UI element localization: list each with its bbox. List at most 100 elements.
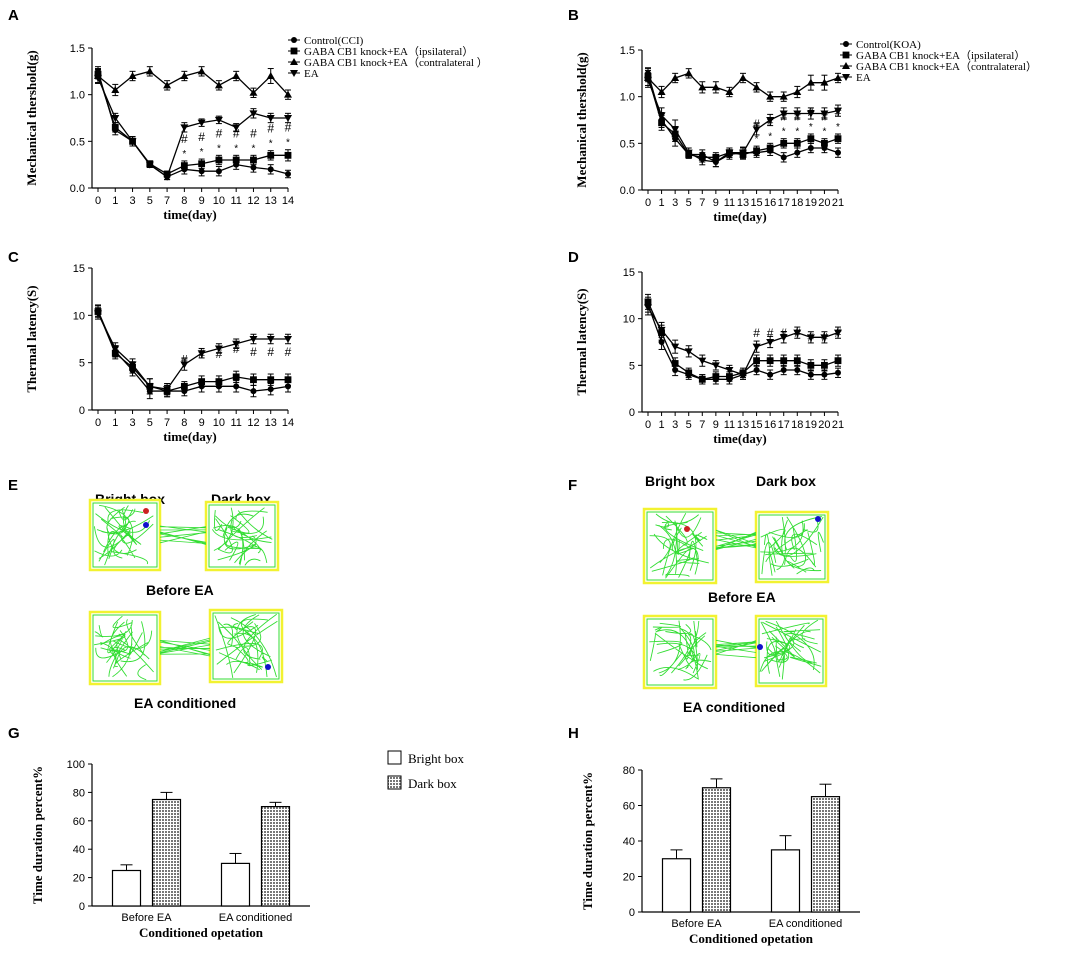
data-point (266, 72, 275, 79)
data-point (284, 90, 292, 98)
x-tick-label: 1 (112, 417, 118, 429)
corridor-trace (159, 637, 211, 657)
significance-hash: # (794, 110, 801, 124)
x-tick-label: 11 (724, 419, 735, 431)
data-point (198, 160, 206, 168)
data-point (780, 154, 787, 161)
legend-swatch (387, 750, 402, 765)
significance-hash: # (250, 126, 257, 140)
movement-trace-perimeter (208, 504, 276, 568)
data-point (267, 166, 274, 173)
y-tick-label: 15 (73, 263, 85, 275)
y-tick-label: 0.0 (70, 183, 85, 195)
data-point (794, 149, 801, 156)
x-tick-label: 7 (699, 419, 705, 431)
significance-hash: # (794, 326, 801, 340)
significance-hash: # (821, 331, 828, 345)
movement-trace-perimeter (92, 614, 158, 682)
data-point (111, 115, 120, 122)
data-point (834, 329, 842, 337)
x-tick-label: 16 (764, 197, 776, 209)
data-point (128, 138, 137, 146)
bar (111, 869, 142, 907)
data-point (266, 115, 275, 122)
data-point (698, 375, 706, 383)
significance-star: * (234, 143, 238, 154)
panel-letter-g: G (8, 725, 20, 742)
legend-marker (290, 70, 298, 77)
data-point (267, 386, 274, 393)
y-axis-title: Time duration percent% (580, 772, 595, 910)
data-point (644, 76, 652, 84)
x-tick-label: 20 (818, 419, 830, 431)
significance-hash: # (250, 345, 257, 359)
data-point (712, 373, 720, 380)
x-tick-label: 9 (713, 419, 719, 431)
legend-label: GABA CB1 knock+EA（ipsilateral） (304, 45, 473, 58)
data-point (739, 149, 747, 157)
y-tick-label: 1.5 (620, 45, 635, 57)
movement-trace-perimeter (212, 612, 280, 680)
significance-hash: # (767, 326, 774, 340)
x-tick-label: 1 (659, 197, 665, 209)
data-point (215, 156, 223, 164)
data-point (163, 173, 172, 181)
significance-star: * (809, 122, 813, 133)
legend-swatch (387, 775, 402, 790)
bar (810, 796, 841, 913)
data-point (725, 88, 734, 95)
data-point (807, 361, 815, 369)
data-point (284, 376, 292, 384)
significance-hash: # (753, 326, 760, 340)
y-tick-label: 15 (623, 267, 635, 279)
y-tick-label: 20 (73, 873, 85, 885)
data-point (834, 107, 842, 115)
significance-star: * (200, 147, 204, 158)
x-category-label: Before EA (671, 918, 722, 930)
end-position-dot (265, 664, 271, 670)
data-point (111, 345, 120, 353)
legend-marker (843, 41, 849, 47)
y-tick-label: 80 (623, 765, 635, 777)
x-tick-label: 7 (164, 195, 170, 207)
data-point (698, 157, 707, 165)
data-point (739, 74, 747, 81)
corridor-trace (715, 529, 757, 550)
corridor-trace (159, 525, 207, 545)
significance-hash: # (821, 110, 828, 124)
data-point (215, 378, 223, 385)
data-point (671, 360, 679, 367)
bar (661, 858, 692, 913)
panel-letter-f: F (568, 477, 577, 494)
significance-hash: # (780, 110, 787, 124)
significance-hash: # (780, 326, 787, 340)
x-tick-label: 7 (699, 197, 705, 209)
x-tick-label: 3 (672, 419, 678, 431)
x-tick-label: 8 (181, 417, 187, 429)
data-point (753, 357, 760, 365)
significance-star: * (768, 131, 772, 142)
x-tick-label: 17 (778, 419, 790, 431)
data-point (145, 383, 154, 391)
data-point (739, 371, 747, 379)
data-point (657, 112, 666, 120)
x-tick-label: 0 (645, 419, 651, 431)
data-point (725, 367, 734, 374)
data-point (232, 72, 241, 79)
x-category-label: EA conditioned (219, 912, 292, 924)
data-point (214, 81, 223, 89)
data-point (779, 334, 788, 342)
chart-h-bar-duration: 0 20 40 60 80 Before EA EA conditionedConditio… (580, 765, 860, 946)
legend-label: Control(CCI) (304, 35, 364, 47)
data-point (793, 357, 801, 365)
f-dark-box-label: Dark box (756, 473, 816, 489)
panel-letter-h: H (568, 725, 579, 742)
panel-letter-e: E (8, 477, 18, 494)
series-line (97, 77, 288, 178)
data-point (793, 329, 802, 337)
data-point (128, 72, 137, 79)
significance-star: * (252, 143, 256, 154)
legend-marker (290, 58, 298, 65)
series-line (97, 311, 288, 392)
